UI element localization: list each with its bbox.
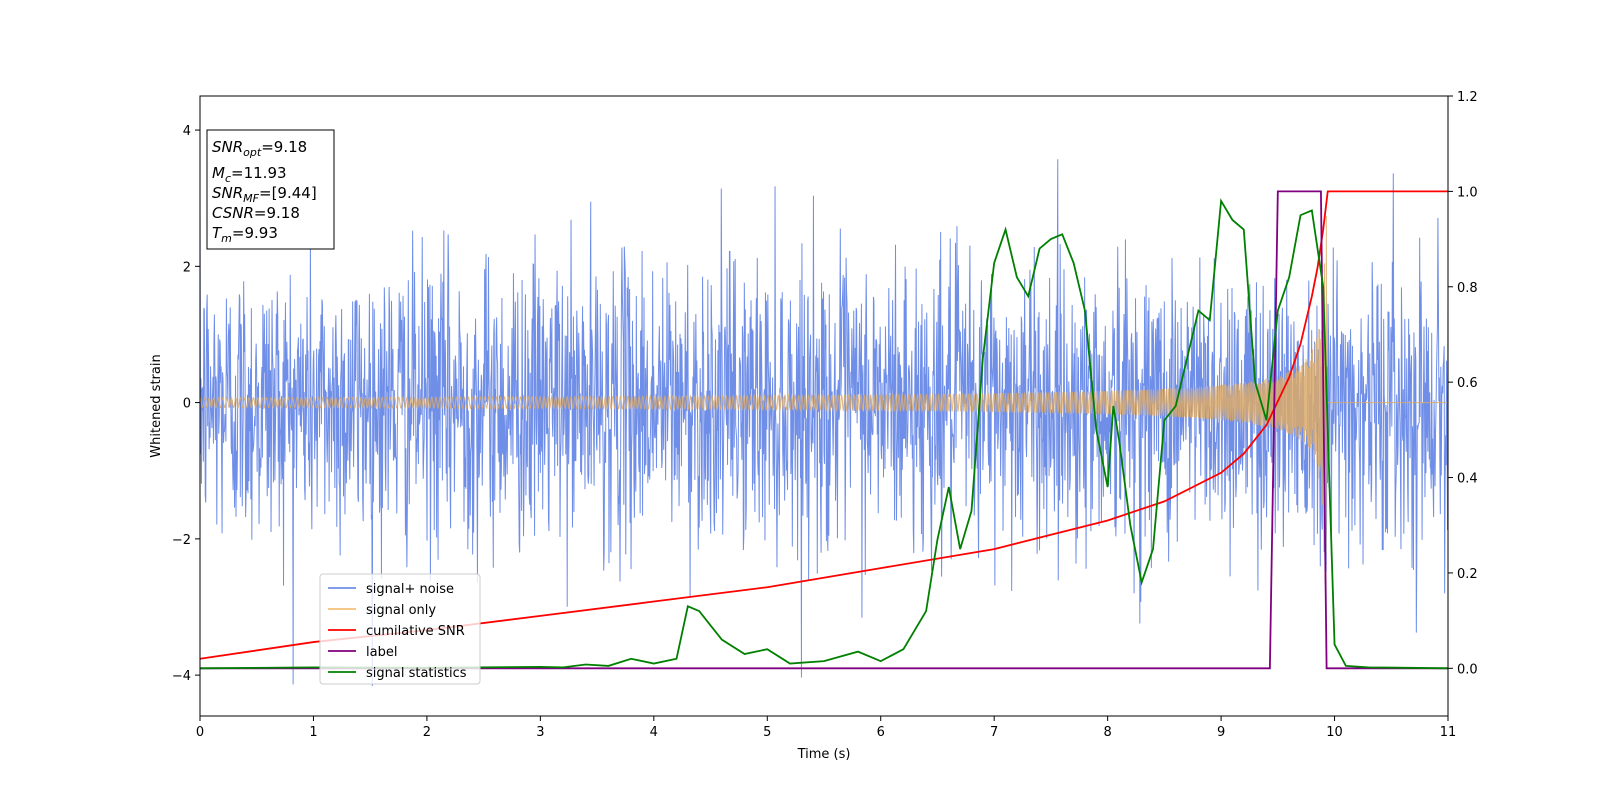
legend-label: signal+ noise (366, 582, 454, 597)
info-box-frame (206, 129, 335, 250)
info-tm: Tm=9.93 (212, 224, 278, 245)
legend-label: signal only (366, 603, 436, 618)
x-tick-label: 8 (1103, 725, 1111, 740)
y-tick-label: 2 (183, 260, 191, 275)
plot-frame (199, 95, 1449, 717)
y-tick-label: 0 (183, 397, 191, 412)
x-axis-ticks: 0 1 2 3 4 5 6 7 8 9 10 11 (196, 716, 1456, 740)
y2-tick-label: 0.4 (1457, 472, 1478, 487)
y2-axis-ticks: 0.0 0.2 0.4 0.6 0.8 1.0 1.2 (1448, 90, 1478, 677)
x-tick-label: 2 (423, 725, 431, 740)
y-axis-label: Whitened strain (149, 354, 164, 457)
x-tick-label: 10 (1326, 725, 1343, 740)
info-snr-mf: SNRMF=[9.44] (212, 184, 317, 205)
x-tick-label: 5 (763, 725, 771, 740)
legend: signal+ noise signal only cumilative SNR la… (319, 573, 481, 685)
y-tick-label: −2 (172, 533, 191, 548)
y-tick-label: 4 (183, 124, 191, 139)
x-tick-label: 9 (1217, 725, 1225, 740)
legend-label: signal statistics (366, 666, 467, 681)
y2-tick-label: 0.8 (1457, 281, 1478, 296)
y2-tick-label: 1.2 (1457, 90, 1478, 105)
x-tick-label: 11 (1440, 725, 1457, 740)
x-tick-label: 4 (650, 725, 658, 740)
info-csnr: CSNR=9.18 (212, 204, 300, 222)
series-label (200, 190, 1448, 670)
series-signal-plus-noise (200, 159, 1448, 687)
y-tick-label: −4 (172, 669, 191, 684)
y-axis-ticks: −4 −2 0 2 4 (172, 124, 200, 684)
y2-tick-label: 0.6 (1457, 376, 1478, 391)
legend-frame (319, 573, 481, 685)
x-tick-label: 7 (990, 725, 998, 740)
x-tick-label: 0 (196, 725, 204, 740)
x-axis-label: Time (s) (797, 747, 851, 762)
legend-label: cumilative SNR (366, 624, 465, 639)
y2-tick-label: 0.0 (1457, 662, 1478, 677)
x-tick-label: 3 (536, 725, 544, 740)
y2-tick-label: 0.2 (1457, 567, 1478, 582)
info-mc: Mc=11.93 (212, 164, 287, 185)
x-tick-label: 1 (309, 725, 317, 740)
series-cumilative-snr (200, 190, 1448, 660)
info-snr-opt: SNRopt=9.18 (212, 138, 307, 159)
metrics-info-box: SNRopt=9.18 Mc=11.93 SNRMF=[9.44] CSNR=9… (206, 129, 335, 250)
x-tick-label: 6 (877, 725, 885, 740)
legend-label: label (366, 645, 397, 660)
series-signal-statistics (200, 198, 1448, 670)
y2-tick-label: 1.0 (1457, 185, 1478, 200)
series-signal-only (200, 216, 1448, 585)
